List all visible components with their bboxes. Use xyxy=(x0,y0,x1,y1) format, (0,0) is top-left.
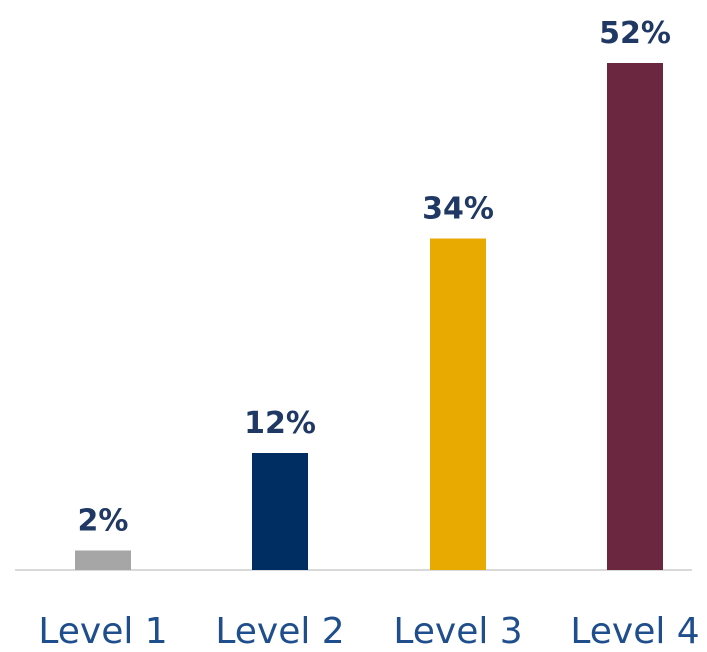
bar-level-3 xyxy=(430,238,486,570)
bar-level-2 xyxy=(252,453,308,570)
category-label-level-3: Level 3 xyxy=(393,611,522,652)
category-label-level-1: Level 1 xyxy=(38,611,167,652)
category-label-level-4: Level 4 xyxy=(570,611,699,652)
value-label-level-3: 34% xyxy=(422,192,494,227)
value-labels-layer: 2% 12% 34% 52% xyxy=(78,16,671,539)
bar-level-4 xyxy=(607,63,663,570)
category-labels-layer: Level 1 Level 2 Level 3 Level 4 xyxy=(38,611,699,652)
value-label-level-2: 12% xyxy=(244,406,316,441)
bar-level-1 xyxy=(75,550,131,570)
value-label-level-1: 2% xyxy=(78,504,129,539)
value-label-level-4: 52% xyxy=(599,16,671,51)
category-label-level-2: Level 2 xyxy=(215,611,344,652)
bars-layer xyxy=(75,63,663,570)
